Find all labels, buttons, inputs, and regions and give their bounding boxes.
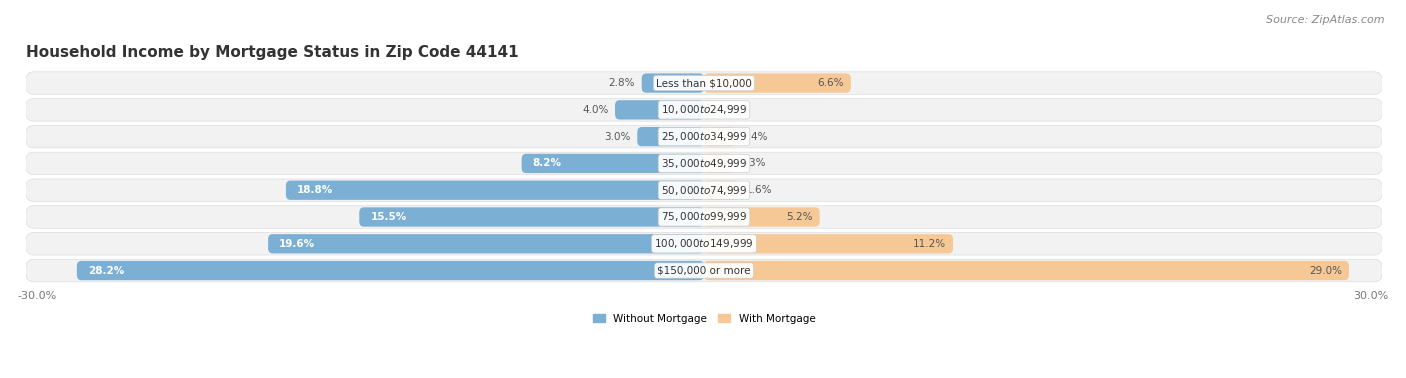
FancyBboxPatch shape	[25, 99, 1382, 121]
Text: 1.3%: 1.3%	[740, 158, 766, 169]
FancyBboxPatch shape	[285, 181, 704, 200]
Text: 28.2%: 28.2%	[89, 266, 124, 276]
FancyBboxPatch shape	[25, 259, 1382, 282]
Text: Source: ZipAtlas.com: Source: ZipAtlas.com	[1267, 15, 1385, 25]
FancyBboxPatch shape	[25, 232, 1382, 255]
Text: 18.8%: 18.8%	[297, 185, 333, 195]
Text: Less than $10,000: Less than $10,000	[657, 78, 752, 88]
Text: 1.4%: 1.4%	[742, 132, 768, 142]
FancyBboxPatch shape	[25, 179, 1382, 201]
Text: 1.6%: 1.6%	[747, 185, 773, 195]
Text: 0.32%: 0.32%	[718, 105, 751, 115]
FancyBboxPatch shape	[704, 100, 711, 119]
Text: 11.2%: 11.2%	[914, 239, 946, 249]
Text: $75,000 to $99,999: $75,000 to $99,999	[661, 211, 747, 223]
FancyBboxPatch shape	[522, 154, 704, 173]
FancyBboxPatch shape	[704, 208, 820, 227]
FancyBboxPatch shape	[704, 234, 953, 253]
FancyBboxPatch shape	[704, 73, 851, 93]
Text: 3.0%: 3.0%	[605, 132, 631, 142]
FancyBboxPatch shape	[25, 72, 1382, 94]
Text: $100,000 to $149,999: $100,000 to $149,999	[654, 237, 754, 250]
FancyBboxPatch shape	[641, 73, 704, 93]
Text: 8.2%: 8.2%	[533, 158, 562, 169]
Text: 15.5%: 15.5%	[370, 212, 406, 222]
FancyBboxPatch shape	[25, 152, 1382, 175]
Legend: Without Mortgage, With Mortgage: Without Mortgage, With Mortgage	[589, 310, 820, 328]
FancyBboxPatch shape	[637, 127, 704, 146]
FancyBboxPatch shape	[25, 206, 1382, 228]
Text: 19.6%: 19.6%	[280, 239, 315, 249]
Text: $50,000 to $74,999: $50,000 to $74,999	[661, 184, 747, 197]
Text: 29.0%: 29.0%	[1309, 266, 1343, 276]
Text: $35,000 to $49,999: $35,000 to $49,999	[661, 157, 747, 170]
Text: $10,000 to $24,999: $10,000 to $24,999	[661, 103, 747, 116]
Text: 4.0%: 4.0%	[582, 105, 609, 115]
Text: 2.8%: 2.8%	[609, 78, 636, 88]
FancyBboxPatch shape	[77, 261, 704, 280]
Text: 6.6%: 6.6%	[818, 78, 844, 88]
FancyBboxPatch shape	[704, 127, 735, 146]
FancyBboxPatch shape	[704, 261, 1348, 280]
Text: Household Income by Mortgage Status in Zip Code 44141: Household Income by Mortgage Status in Z…	[25, 45, 519, 60]
FancyBboxPatch shape	[269, 234, 704, 253]
FancyBboxPatch shape	[704, 181, 740, 200]
Text: 5.2%: 5.2%	[786, 212, 813, 222]
FancyBboxPatch shape	[704, 154, 733, 173]
Text: $25,000 to $34,999: $25,000 to $34,999	[661, 130, 747, 143]
FancyBboxPatch shape	[360, 208, 704, 227]
FancyBboxPatch shape	[25, 125, 1382, 148]
Text: $150,000 or more: $150,000 or more	[657, 266, 751, 276]
FancyBboxPatch shape	[614, 100, 704, 119]
